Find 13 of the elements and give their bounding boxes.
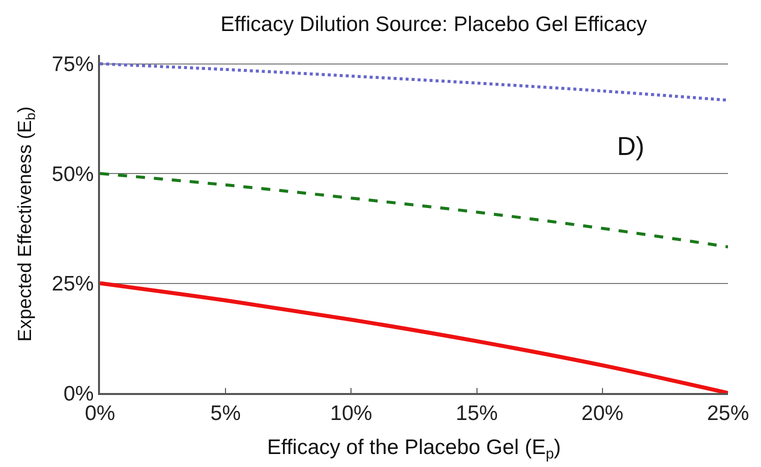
line-series (100, 62, 728, 102)
y-tick-label: 75% (52, 53, 94, 76)
x-axis-title: Efficacy of the Placebo Gel (E$_{p}$) (267, 436, 561, 462)
y-tick-label: 25% (52, 272, 94, 296)
chart-title: Efficacy Dilution Source: Placebo Gel Efficacy (220, 13, 648, 36)
line-series (100, 172, 728, 248)
x-tick-label: 5% (210, 402, 241, 426)
annotation: D) (617, 131, 644, 161)
x-tick-label: 20% (581, 402, 624, 426)
x-tick-label: 25% (706, 402, 750, 426)
x-tick-label: 10% (330, 402, 372, 426)
x-tick-label: 15% (456, 402, 498, 426)
y-tick-label: 50% (52, 162, 94, 186)
